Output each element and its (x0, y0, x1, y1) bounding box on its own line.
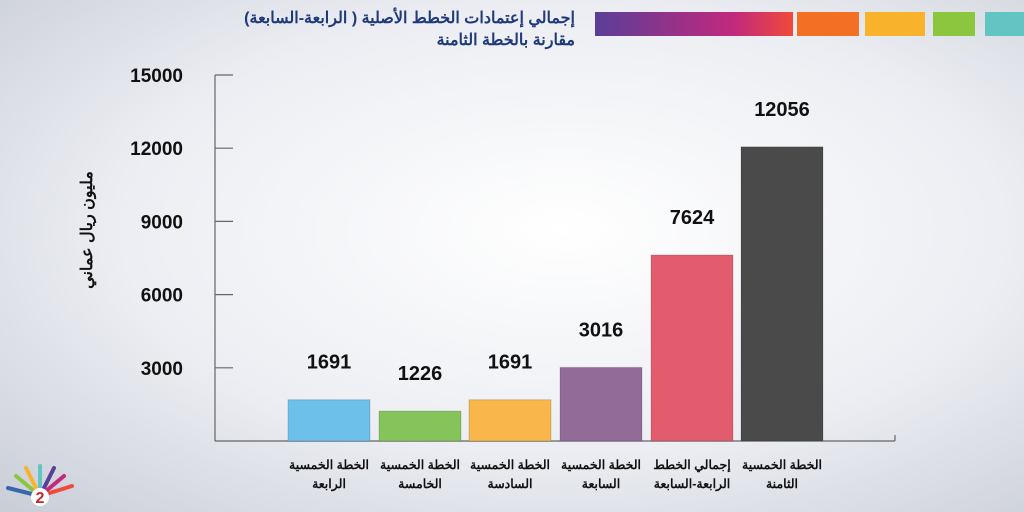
color-strip-segment (865, 12, 925, 36)
bar (287, 399, 371, 442)
y-tick-label: 15000 (130, 66, 183, 87)
page-number: 2 (36, 490, 45, 507)
y-axis-label: مليون ريال عماني (79, 171, 96, 289)
bar (740, 146, 824, 442)
title-line-2: مقارنة بالخطة الثامنة (436, 32, 575, 49)
x-category-label: الرابعة (312, 477, 346, 492)
color-strip-segment (933, 12, 975, 36)
x-category-label: الخامسة (398, 477, 442, 491)
x-category-label: الخطة الخمسية (470, 458, 550, 472)
chart-title: إجمالي إعتمادات الخطط الأصلية ( الرابعة-… (200, 8, 575, 52)
x-category-label: الخطة الخمسية (742, 458, 822, 472)
title-line-1: إجمالي إعتمادات الخطط الأصلية ( الرابعة-… (244, 10, 575, 27)
bar-value-label: 1691 (488, 352, 533, 374)
bar-value-label: 1226 (398, 363, 443, 385)
bar-value-label: 1691 (307, 352, 352, 374)
x-category-label: الخطة الخمسية (380, 458, 460, 472)
bar (468, 399, 552, 442)
x-category-label: الخطة الخمسية (289, 458, 369, 472)
bar-value-label: 3016 (579, 319, 624, 341)
bar-value-label: 12056 (754, 99, 810, 121)
logo-icon: 2 (6, 464, 74, 507)
decorative-color-strip (595, 12, 1024, 36)
x-category-label: السادسة (488, 477, 533, 491)
x-category-label: الرابعة-السابعة (654, 477, 730, 492)
y-tick-label: 3000 (141, 359, 183, 380)
bar (650, 254, 734, 442)
color-strip-segment (595, 12, 793, 36)
bar (378, 410, 462, 442)
y-tick-label: 6000 (141, 286, 183, 307)
x-category-label: إجمالي الخطط (653, 458, 731, 473)
y-tick-label: 12000 (130, 139, 183, 160)
y-tick-label: 9000 (141, 212, 183, 233)
x-category-label: السابعة (582, 477, 620, 491)
x-category-label: الثامنة (766, 477, 798, 491)
color-strip-segment (985, 12, 1024, 36)
bar (559, 366, 643, 442)
bar-value-label: 7624 (670, 207, 715, 229)
x-category-label: الخطة الخمسية (561, 458, 641, 472)
color-strip-segment (797, 12, 859, 36)
